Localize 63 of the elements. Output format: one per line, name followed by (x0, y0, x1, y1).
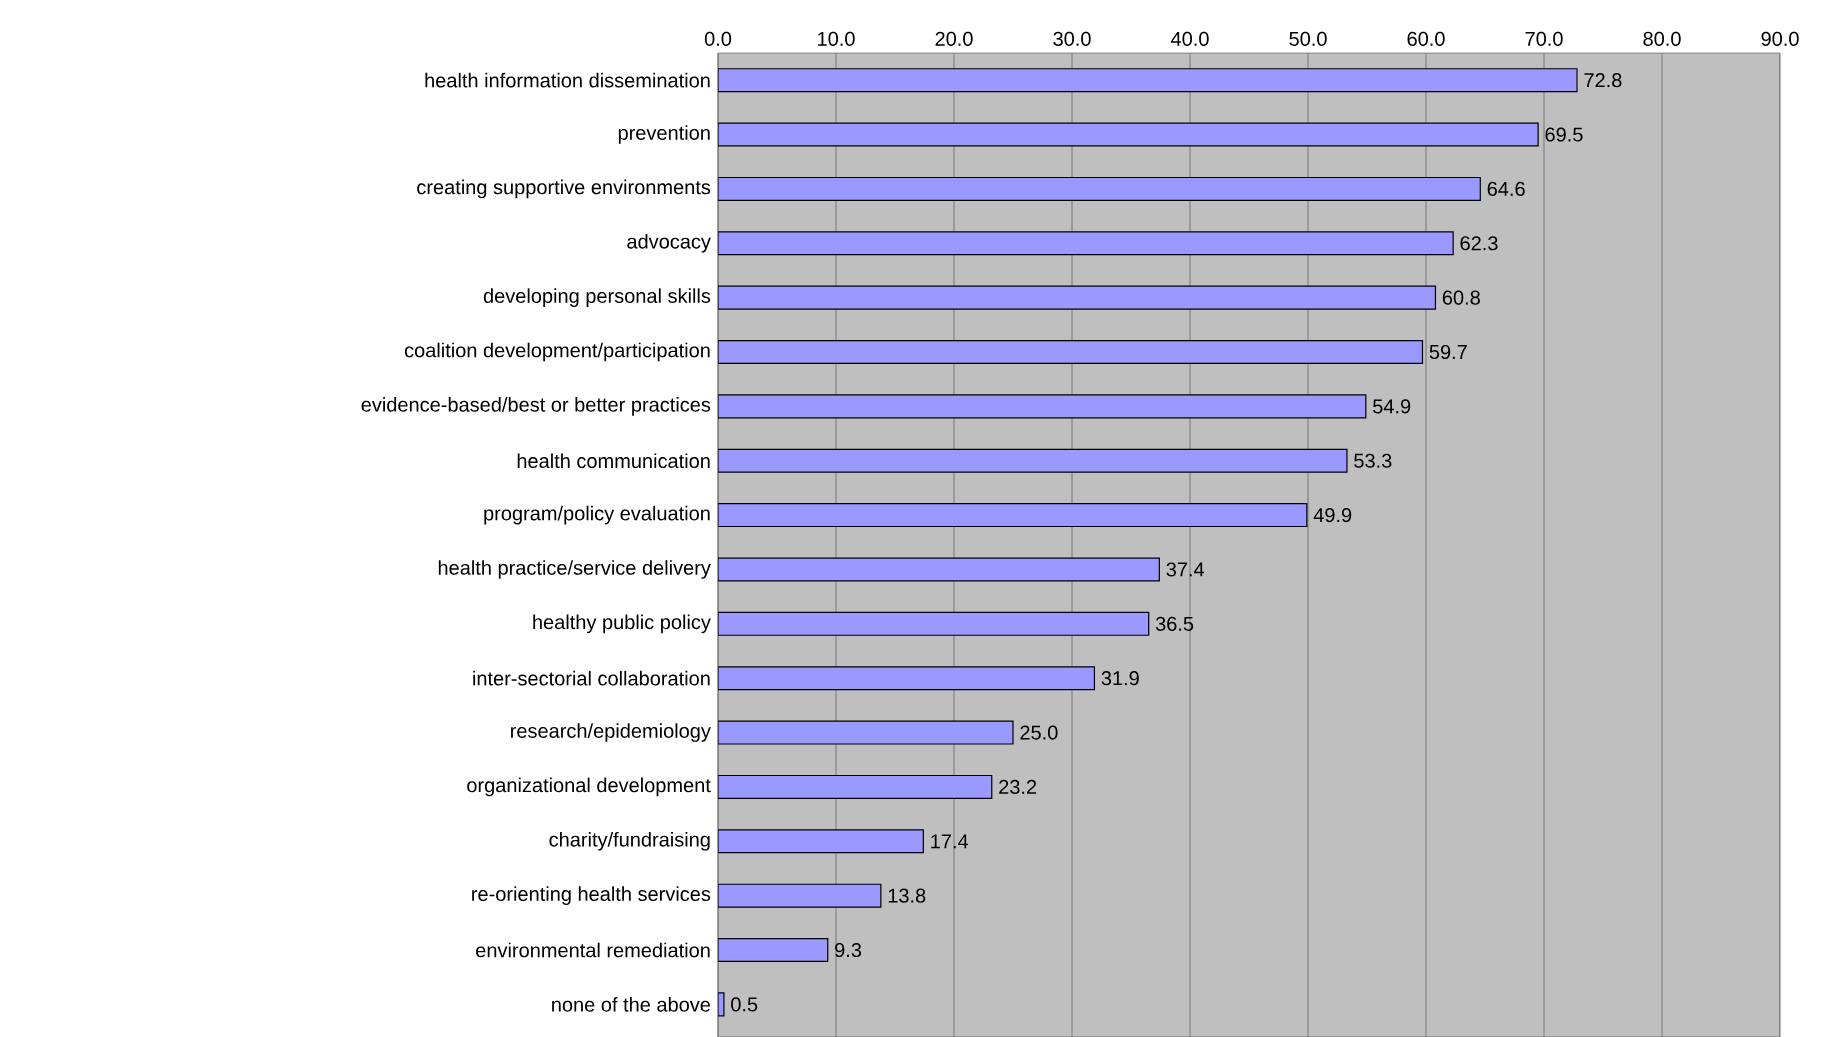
x-tick-label: 60.0 (1407, 31, 1445, 46)
data-label: 17.4 (931, 834, 969, 848)
bar (718, 665, 1096, 691)
x-tick-label: 40.0 (1171, 31, 1209, 46)
x-tick-label: 10.0 (818, 31, 855, 46)
y-tick-label: evidence-based/best or better practices (361, 396, 711, 416)
y-tick-label: developing personal skills (483, 288, 711, 307)
y-tick-label: research/epidemiology (511, 723, 711, 742)
data-label: 59.7 (1429, 344, 1467, 359)
bar (718, 557, 1160, 582)
y-tick-label: environmental remediation (476, 942, 710, 958)
x-tick-label: 70.0 (1525, 31, 1563, 46)
y-tick-label: prevention (618, 125, 710, 144)
y-tick-label: organizational development (467, 777, 711, 797)
bar (718, 448, 1348, 473)
bar (718, 339, 1424, 364)
x-tick-label: 30.0 (1053, 31, 1091, 46)
y-tick-label: health practice/service delivery (438, 559, 711, 579)
bar (718, 883, 882, 908)
data-label: 62.3 (1460, 236, 1498, 251)
bar (718, 67, 1578, 92)
bar (718, 285, 1437, 310)
data-label: 60.8 (1442, 290, 1480, 305)
data-label: 13.8 (888, 888, 926, 903)
data-label: 31.9 (1101, 670, 1139, 686)
x-tick-label: 20.0 (935, 31, 973, 46)
y-tick-label: coalition development/participation (404, 342, 710, 362)
y-tick-label: charity/fundraising (549, 831, 710, 851)
bar (718, 502, 1308, 527)
y-tick-label: health communication (517, 453, 710, 468)
bar (718, 937, 829, 962)
y-tick-label: advocacy (627, 233, 711, 253)
y-tick-label: creating supportive environments (417, 179, 711, 199)
bar (718, 829, 924, 854)
y-tick-label: healthy public policy (533, 614, 711, 633)
bar (718, 720, 1014, 745)
bar (718, 122, 1539, 147)
bar (718, 394, 1367, 419)
data-label: 64.6 (1487, 181, 1525, 196)
data-label: 23.2 (999, 779, 1037, 794)
bar (718, 774, 993, 799)
data-label: 36.5 (1155, 616, 1194, 631)
data-label: 49.9 (1313, 507, 1352, 522)
x-tick-label: 90.0 (1761, 31, 1799, 46)
x-tick-label: 80.0 (1643, 31, 1681, 46)
data-label: 9.3 (835, 942, 862, 957)
data-label: 53.3 (1354, 453, 1392, 468)
x-tick-label: 50.0 (1289, 31, 1327, 46)
y-tick-label: inter-sectorial collaboration (473, 670, 710, 686)
bar (718, 611, 1150, 636)
bar (718, 231, 1454, 256)
y-tick-label: re-orienting health services (472, 886, 711, 905)
data-label: 72.8 (1584, 72, 1622, 88)
y-tick-label: none of the above (552, 996, 711, 1012)
bar (718, 176, 1481, 201)
data-label: 69.5 (1545, 127, 1583, 142)
x-tick-label: 0.0 (704, 31, 732, 46)
data-label: 25.0 (1020, 725, 1058, 740)
data-label: 0.5 (731, 997, 758, 1012)
data-label: 54.9 (1373, 399, 1411, 414)
y-tick-label: health information dissemination (425, 72, 710, 88)
y-tick-label: program/policy evaluation (484, 505, 710, 525)
data-label: 37.4 (1166, 562, 1205, 577)
